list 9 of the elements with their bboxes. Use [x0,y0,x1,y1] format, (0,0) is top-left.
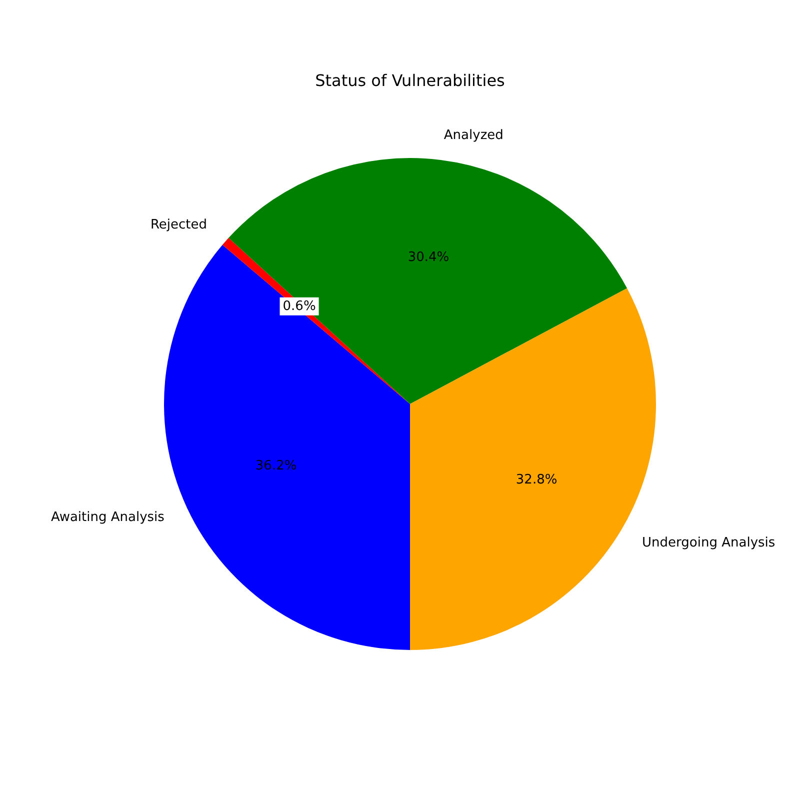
chart-title: Status of Vulnerabilities [315,71,505,90]
slice-label: Rejected [150,217,208,232]
data-label: 32.8% [516,472,558,488]
data-label: 0.6% [282,298,316,314]
data-label: 30.4% [408,250,450,265]
slice-label: Undergoing Analysis [642,536,776,551]
data-label: 36.2% [255,458,297,474]
slice-label: Analyzed [444,128,504,143]
slice-label: Awaiting Analysis [50,510,165,526]
